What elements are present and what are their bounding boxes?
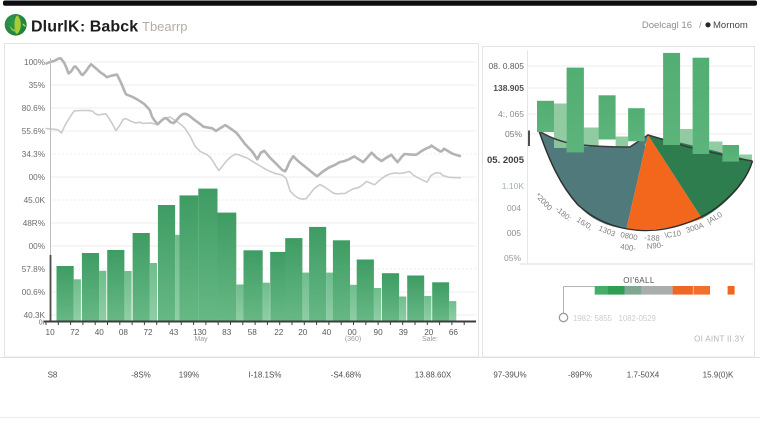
svg-text:-8S%: -8S% — [131, 371, 151, 380]
svg-text:83: 83 — [222, 328, 232, 337]
svg-text:0800: 0800 — [620, 230, 639, 242]
svg-text:Doelcagl 16: Doelcagl 16 — [642, 20, 692, 31]
svg-text:-S4.68%: -S4.68% — [331, 371, 362, 380]
svg-text:45.0K: 45.0K — [24, 196, 46, 205]
svg-text:05%: 05% — [505, 129, 522, 139]
svg-text:Mornom: Mornom — [713, 20, 748, 31]
svg-text:35%: 35% — [29, 81, 45, 90]
svg-text:80.6%: 80.6% — [22, 104, 45, 113]
svg-text:66: 66 — [449, 328, 459, 337]
svg-text:40: 40 — [95, 328, 105, 337]
svg-text:\C10: \C10 — [664, 229, 682, 240]
svg-text:00%: 00% — [29, 173, 45, 182]
svg-text:15.9(0)K: 15.9(0)K — [703, 371, 734, 380]
svg-text:400-: 400- — [620, 242, 637, 253]
svg-text:72: 72 — [70, 328, 80, 337]
svg-text:-188: -188 — [644, 233, 660, 243]
svg-text:97-39U%: 97-39U% — [493, 371, 526, 380]
svg-text:1.7-50X4: 1.7-50X4 — [627, 371, 660, 380]
svg-text:00.6%: 00.6% — [22, 288, 45, 297]
svg-text:39: 39 — [399, 328, 409, 337]
svg-text:20: 20 — [424, 328, 434, 337]
svg-text:005: 005 — [507, 228, 521, 238]
svg-text:I-18.1S%: I-18.1S% — [249, 371, 282, 380]
svg-text:4:, 065: 4:, 065 — [498, 109, 524, 119]
svg-text:10: 10 — [46, 328, 56, 337]
svg-text:/: / — [699, 20, 702, 31]
svg-text:00%: 00% — [29, 242, 45, 251]
svg-text:0r: 0r — [39, 320, 46, 327]
svg-text:13.88.60X: 13.88.60X — [415, 371, 452, 380]
svg-text:20: 20 — [298, 328, 308, 337]
svg-text:05. 2005: 05. 2005 — [487, 155, 525, 166]
svg-text:90: 90 — [374, 328, 384, 337]
svg-text:58: 58 — [248, 328, 258, 337]
svg-text:57.8%: 57.8% — [22, 265, 45, 274]
svg-text:22: 22 — [274, 328, 284, 337]
svg-text:S8: S8 — [48, 371, 58, 380]
svg-text:05%: 05% — [504, 253, 521, 263]
svg-text:40: 40 — [322, 328, 332, 337]
svg-text:08. 0.805: 08. 0.805 — [489, 61, 525, 71]
svg-text:-89P%: -89P% — [568, 371, 592, 380]
svg-text:100%: 100% — [24, 58, 45, 67]
svg-text:(360): (360) — [345, 336, 361, 343]
svg-text:1.10K: 1.10K — [502, 181, 525, 191]
svg-text:OI AINT II.3Y: OI AINT II.3Y — [694, 335, 745, 344]
svg-text:DlurlK:Babck: DlurlK: Babck — [31, 19, 138, 36]
svg-text:138.905: 138.905 — [493, 83, 524, 93]
svg-text:N90-: N90- — [646, 241, 664, 251]
svg-text:004: 004 — [507, 203, 521, 213]
svg-text:OI'6ALL: OI'6ALL — [623, 276, 655, 285]
svg-text:34.3%: 34.3% — [22, 150, 45, 159]
svg-text:199%: 199% — [179, 371, 199, 380]
svg-text:72: 72 — [143, 328, 153, 337]
svg-text:May: May — [194, 336, 208, 343]
svg-text:Tbearrp: Tbearrp — [142, 19, 188, 34]
svg-text:00: 00 — [348, 328, 358, 337]
svg-text:130: 130 — [193, 328, 207, 337]
svg-text:Sale:: Sale: — [422, 336, 438, 343]
svg-text:55.6%: 55.6% — [22, 127, 45, 136]
svg-text:43: 43 — [169, 328, 179, 337]
svg-text:40.3K: 40.3K — [24, 311, 46, 320]
svg-text:08: 08 — [119, 328, 129, 337]
svg-text:48R%: 48R% — [23, 219, 45, 228]
svg-text:1982: 5855 1082-0529: 1982: 5855 1082-0529 — [573, 314, 656, 323]
